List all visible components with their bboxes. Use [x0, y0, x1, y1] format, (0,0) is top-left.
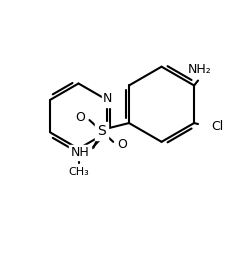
Text: NH: NH — [71, 146, 90, 159]
Text: O: O — [76, 110, 86, 124]
Text: NH₂: NH₂ — [188, 62, 212, 76]
Text: Cl: Cl — [211, 120, 223, 133]
Text: CH₃: CH₃ — [68, 167, 89, 177]
Text: S: S — [97, 124, 106, 138]
Text: N: N — [103, 92, 112, 105]
Text: O: O — [117, 138, 127, 151]
